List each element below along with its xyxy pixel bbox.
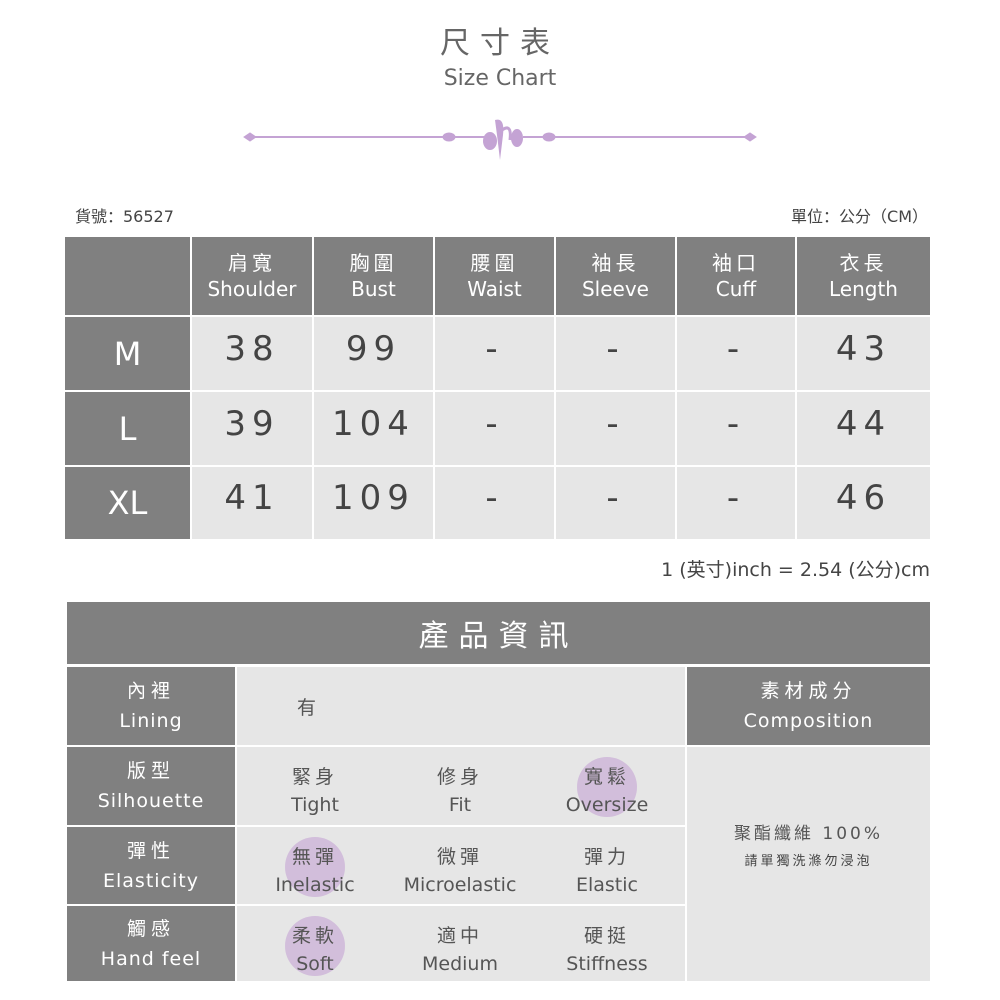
option-zh: 彈力 (583, 846, 630, 868)
option-tight: 緊身 Tight (245, 763, 385, 819)
iris-divider-ornament (243, 119, 757, 160)
option-en: Stiffness (566, 953, 648, 975)
size-value-cell: - (676, 316, 796, 391)
option-microelastic: 微彈 Microelastic (390, 843, 530, 899)
column-header-length: 衣長 Length (796, 236, 931, 316)
column-header-en: Shoulder (207, 277, 297, 301)
size-value-cell: - (434, 466, 555, 540)
option-oversize: 寬鬆 Oversize (537, 757, 677, 819)
composition-label-en: Composition (743, 710, 874, 732)
column-header-en: Sleeve (581, 277, 649, 301)
attribute-label-en: Elasticity (103, 869, 199, 892)
option-zh: 寬鬆 (583, 766, 630, 788)
attribute-label-elasticity: 彈性 Elasticity (66, 826, 236, 905)
option-en: Inelastic (275, 874, 355, 896)
size-value-cell: - (434, 391, 555, 466)
option-zh: 修身 (436, 766, 483, 788)
size-label: XL (64, 466, 191, 540)
column-header-sleeve: 袖長 Sleeve (555, 236, 676, 316)
product-info-title: 產品資訊 (66, 601, 931, 665)
lining-value: 有 (236, 666, 686, 746)
column-header-zh: 肩寬 (228, 251, 276, 275)
size-value-cell: - (555, 391, 676, 466)
attribute-label-silhouette: 版型 Silhouette (66, 746, 236, 826)
option-en: Medium (422, 953, 498, 975)
option-en: Soft (296, 953, 334, 975)
composition-material: 聚酯纖維 100% (733, 824, 883, 844)
option-en: Microelastic (403, 874, 517, 896)
option-en: Fit (448, 794, 472, 816)
lining-label: 內裡 Lining (66, 666, 236, 746)
size-value-cell: - (555, 316, 676, 391)
column-header-shoulder: 肩寬 Shoulder (191, 236, 313, 316)
selected-marker (577, 757, 637, 817)
item-number: 貨號：56527 (75, 207, 174, 226)
composition-label-zh: 素材成分 (760, 680, 857, 702)
lining-label-zh: 內裡 (126, 680, 175, 702)
conversion-note: 1 (英寸)inch = 2.54 (公分)cm (661, 559, 930, 581)
column-header-zh: 腰圍 (470, 251, 519, 275)
attribute-label-zh: 觸感 (126, 917, 175, 940)
column-header-zh: 袖長 (591, 251, 640, 275)
option-zh: 適中 (436, 925, 483, 947)
size-value-cell: - (676, 391, 796, 466)
size-value-cell: - (555, 466, 676, 540)
size-value-cell: 43 (796, 316, 931, 391)
size-value-cell: 46 (796, 466, 931, 540)
size-value-cell: 104 (313, 391, 434, 466)
page-title: 尺寸表 (440, 26, 560, 61)
attribute-label-zh: 版型 (126, 760, 175, 782)
size-header-corner (64, 236, 191, 316)
attribute-label-en: Silhouette (97, 790, 205, 812)
size-value-cell: 38 (191, 316, 313, 391)
column-header-en: Waist (467, 277, 522, 301)
attribute-label-hand-feel: 觸感 Hand feel (66, 905, 236, 982)
column-header-en: Cuff (715, 277, 757, 301)
care-instruction: 請單獨洗滌勿浸泡 (744, 854, 873, 869)
page-subtitle: Size Chart (443, 66, 557, 91)
option-en: Tight (291, 794, 339, 816)
option-en: Elastic (575, 874, 638, 896)
lining-label-en: Lining (119, 710, 183, 732)
option-inelastic: 無彈 Inelastic (245, 837, 385, 899)
option-fit: 修身 Fit (390, 763, 530, 819)
column-header-zh: 胸圍 (349, 251, 398, 275)
option-zh: 硬挺 (583, 925, 630, 947)
composition-value: 聚酯纖維 100% 請單獨洗滌勿浸泡 (686, 746, 931, 982)
option-zh: 柔軟 (291, 925, 338, 947)
option-soft: 柔軟 Soft (245, 916, 385, 978)
column-header-waist: 腰圍 Waist (434, 236, 555, 316)
size-value-cell: 109 (313, 466, 434, 540)
option-elastic: 彈力 Elastic (537, 843, 677, 899)
option-medium: 適中 Medium (390, 922, 530, 978)
size-value-cell: 44 (796, 391, 931, 466)
size-value-cell: 39 (191, 391, 313, 466)
size-value-cell: - (676, 466, 796, 540)
option-stiffness: 硬挺 Stiffness (537, 922, 677, 978)
attribute-label-zh: 彈性 (126, 839, 175, 862)
composition-label: 素材成分 Composition (686, 666, 931, 746)
column-header-en: Length (829, 277, 898, 301)
option-zh: 無彈 (291, 846, 338, 868)
selected-marker (285, 837, 345, 897)
option-zh: 緊身 (291, 766, 338, 788)
size-value-cell: - (434, 316, 555, 391)
option-en: Oversize (565, 794, 649, 816)
column-header-bust: 胸圍 Bust (313, 236, 434, 316)
column-header-cuff: 袖口 Cuff (676, 236, 796, 316)
selected-marker (285, 916, 345, 976)
size-value-cell: 99 (313, 316, 434, 391)
column-header-zh: 袖口 (712, 251, 760, 275)
size-value-cell: 41 (191, 466, 313, 540)
column-header-zh: 衣長 (839, 251, 888, 275)
size-label: L (64, 391, 191, 466)
unit-label: 單位：公分（CM） (791, 207, 928, 226)
size-label: M (64, 316, 191, 391)
column-header-en: Bust (351, 277, 396, 301)
attribute-label-en: Hand feel (100, 947, 202, 970)
option-zh: 微彈 (436, 846, 483, 868)
